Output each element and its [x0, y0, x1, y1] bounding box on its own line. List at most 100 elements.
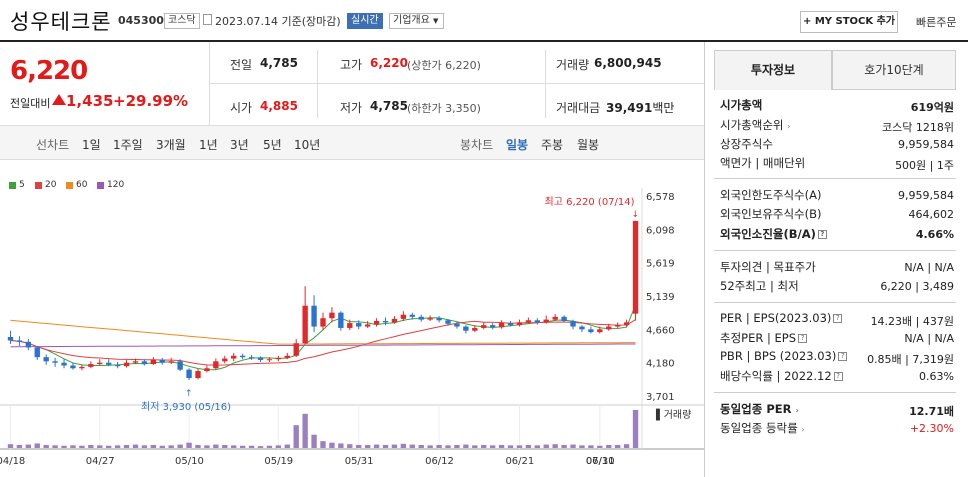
mcap-rank-label[interactable]: 시가총액순위 ›	[720, 117, 790, 133]
legend-ma120-swatch	[97, 182, 104, 189]
volume-bar	[623, 444, 630, 448]
foreign-ratio-label: 외국인소진율(B/A)?	[720, 226, 827, 242]
section-divider	[714, 250, 956, 251]
volume-bar	[588, 445, 594, 448]
amount-label: 거래대금	[556, 101, 601, 115]
market-badge: 코스닥	[164, 13, 200, 29]
help-icon[interactable]: ?	[833, 372, 843, 381]
period-daily[interactable]: 일봉	[506, 138, 529, 152]
candle-body	[347, 323, 353, 328]
line-chart-label: 선차트	[36, 138, 70, 152]
volume-bar	[329, 442, 335, 448]
sector-per-label[interactable]: 동일업종 PER ›	[720, 401, 799, 417]
tab-invest-info[interactable]: 투자정보	[714, 50, 832, 90]
period-1w[interactable]: 1주일	[113, 138, 143, 152]
volume-bar	[114, 445, 121, 448]
shares-label: 상장주식수	[720, 137, 773, 151]
price-chart[interactable]: 6,578 6,098 5,619 5,139 4,660 4,180 3,701 04/18…	[0, 160, 704, 477]
candle-body	[588, 329, 594, 333]
volume-bar	[373, 444, 380, 448]
candle-body	[481, 325, 487, 328]
legend-ma5: 5	[19, 180, 25, 190]
live-badge[interactable]: 실시간	[347, 13, 383, 29]
period-10y[interactable]: 10년	[294, 138, 321, 152]
candle-body	[114, 364, 121, 367]
candle-body	[97, 362, 103, 365]
wk52-label: 52주최고 | 최저	[720, 279, 799, 293]
candle-body	[213, 361, 219, 369]
volume-bar	[391, 444, 398, 448]
volume-bar	[489, 445, 496, 448]
volume-bar	[561, 444, 567, 448]
help-icon[interactable]: ?	[798, 334, 808, 343]
foreign-limit-label: 외국인한도주식수(A)	[720, 188, 822, 202]
candle-body	[561, 316, 567, 321]
sector-change-label[interactable]: 동일업종 등락률 ›	[720, 420, 805, 436]
period-1d[interactable]: 1일	[82, 138, 101, 152]
volume-bar	[97, 445, 103, 448]
calendar-icon	[203, 14, 212, 25]
y-tick-label: 5,619	[646, 259, 675, 270]
volume-bar	[347, 444, 353, 448]
candle-body	[382, 320, 389, 323]
candle-body	[623, 322, 630, 326]
volume-bar	[472, 445, 478, 448]
candle-body	[329, 312, 335, 319]
period-3m[interactable]: 3개월	[156, 138, 186, 152]
basis-text: 기준(장마감)	[281, 15, 341, 28]
volume-bar	[320, 441, 326, 448]
volume-bar	[79, 445, 85, 448]
candle-body	[400, 314, 407, 319]
open-label: 시가	[230, 101, 253, 115]
y-tick-label: 5,139	[646, 292, 675, 303]
date-text: 2023.07.14	[215, 15, 278, 28]
quick-order-link[interactable]: 빠른주문	[916, 16, 957, 29]
volume-bar	[186, 442, 192, 448]
stock-code: 045300	[118, 14, 164, 27]
tab-orderbook[interactable]: 호가10단계	[832, 50, 956, 90]
period-1y[interactable]: 1년	[199, 138, 218, 152]
volume-label: 거래량	[556, 58, 590, 72]
candle-body	[123, 362, 130, 367]
x-tick-label: 04/18	[0, 456, 25, 467]
volume-bar	[338, 443, 344, 448]
candle-body	[373, 320, 380, 325]
candle-body	[614, 325, 621, 327]
change-label: 전일대비	[10, 97, 51, 110]
change-percent: +29.99%	[113, 92, 189, 110]
add-mystock-button[interactable]: + MY STOCK 추가	[800, 11, 898, 33]
candle-body	[338, 312, 344, 328]
candle-body	[275, 357, 282, 360]
candle-body	[427, 318, 433, 320]
section-divider	[714, 392, 956, 393]
help-icon[interactable]: ?	[833, 314, 843, 323]
period-3y[interactable]: 3년	[230, 138, 249, 152]
company-overview-button[interactable]: 기업개요 ▼	[389, 13, 444, 29]
help-icon[interactable]: ?	[817, 230, 827, 239]
x-tick-label: 06/30	[586, 456, 615, 467]
period-monthly[interactable]: 월봉	[577, 138, 600, 152]
divider	[545, 50, 546, 118]
period-5y[interactable]: 5년	[263, 138, 282, 152]
x-tick-label: 06/12	[425, 456, 454, 467]
volume-bar	[88, 444, 94, 448]
x-tick-label: 07/11	[586, 456, 615, 467]
volume-bar	[222, 444, 228, 448]
open-value: 4,885	[260, 99, 298, 113]
volume-bar	[606, 444, 612, 448]
candle-chart-label: 봉차트	[460, 138, 494, 152]
volume-bar	[543, 444, 549, 448]
y-tick-label: 4,180	[646, 359, 675, 370]
volume-bar	[436, 444, 442, 448]
volume-bar	[231, 445, 237, 448]
candle-body	[454, 323, 460, 327]
ma60-line	[10, 319, 636, 345]
x-tick-label: 05/10	[175, 456, 204, 467]
candle-body	[293, 343, 299, 356]
period-weekly[interactable]: 주봉	[541, 138, 564, 152]
help-icon[interactable]: ?	[838, 352, 848, 361]
chevron-right-icon: ›	[787, 122, 791, 131]
candle-body	[61, 362, 67, 366]
candle-body	[132, 361, 139, 363]
candle-body	[463, 326, 469, 331]
